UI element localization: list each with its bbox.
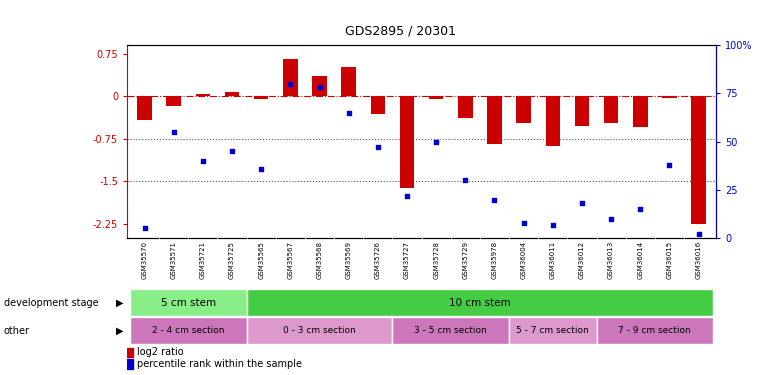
Point: [634, 206, 647, 212]
Text: GSM36012: GSM36012: [579, 241, 585, 279]
Text: GSM35721: GSM35721: [200, 241, 206, 279]
Bar: [225, 92, 239, 96]
Text: 2 - 4 cm section: 2 - 4 cm section: [152, 326, 225, 335]
Point: [430, 139, 442, 145]
Bar: [254, 96, 269, 99]
Point: [372, 144, 384, 150]
Text: GSM36004: GSM36004: [521, 241, 527, 279]
Bar: [545, 96, 560, 146]
Bar: [341, 67, 356, 96]
Text: GSM36014: GSM36014: [638, 241, 643, 279]
Bar: [517, 96, 531, 123]
Text: development stage: development stage: [4, 298, 99, 308]
Text: ▶: ▶: [116, 298, 123, 308]
Bar: [130, 290, 246, 316]
Bar: [127, 348, 133, 357]
Point: [459, 177, 471, 183]
Text: 7 - 9 cm section: 7 - 9 cm section: [618, 326, 691, 335]
Text: GSM35725: GSM35725: [229, 241, 235, 279]
Bar: [393, 317, 509, 344]
Point: [488, 196, 500, 202]
Point: [401, 193, 413, 199]
Point: [139, 225, 151, 231]
Point: [168, 129, 180, 135]
Point: [196, 158, 209, 164]
Text: GSM35569: GSM35569: [346, 241, 352, 279]
Text: GSM36015: GSM36015: [667, 241, 672, 279]
Text: GSM35726: GSM35726: [375, 241, 381, 279]
Text: percentile rank within the sample: percentile rank within the sample: [137, 359, 302, 369]
Text: GSM35568: GSM35568: [316, 241, 323, 279]
Text: GSM35570: GSM35570: [142, 241, 148, 279]
Point: [226, 148, 238, 154]
Bar: [691, 96, 706, 224]
Text: ▶: ▶: [116, 326, 123, 336]
Bar: [137, 96, 152, 120]
Text: GDS2895 / 20301: GDS2895 / 20301: [345, 24, 456, 38]
Point: [517, 220, 530, 226]
Bar: [127, 359, 133, 369]
Point: [255, 166, 267, 172]
Bar: [487, 96, 502, 144]
Point: [576, 200, 588, 206]
Point: [547, 222, 559, 228]
Bar: [246, 317, 393, 344]
Bar: [662, 96, 677, 98]
Text: GSM36011: GSM36011: [550, 241, 556, 279]
Bar: [130, 317, 246, 344]
Bar: [604, 96, 618, 123]
Text: GSM35565: GSM35565: [258, 241, 264, 279]
Text: 0 - 3 cm section: 0 - 3 cm section: [283, 326, 356, 335]
Text: GSM35571: GSM35571: [171, 241, 176, 279]
Point: [663, 162, 675, 168]
Text: GSM36013: GSM36013: [608, 241, 614, 279]
Point: [343, 110, 355, 116]
Point: [284, 81, 296, 87]
Text: 5 - 7 cm section: 5 - 7 cm section: [517, 326, 589, 335]
Text: GSM35729: GSM35729: [462, 241, 468, 279]
Text: 5 cm stem: 5 cm stem: [161, 298, 216, 308]
Bar: [400, 96, 414, 188]
Bar: [633, 96, 648, 128]
Bar: [166, 96, 181, 106]
Bar: [458, 96, 473, 118]
Text: GSM35567: GSM35567: [287, 241, 293, 279]
Text: GSM35728: GSM35728: [434, 241, 439, 279]
Bar: [370, 96, 385, 114]
Text: GSM35727: GSM35727: [404, 241, 410, 279]
Text: GSM35978: GSM35978: [491, 241, 497, 279]
Bar: [574, 96, 589, 126]
Text: 10 cm stem: 10 cm stem: [449, 298, 511, 308]
Text: other: other: [4, 326, 30, 336]
Bar: [597, 317, 713, 344]
Bar: [312, 76, 326, 96]
Bar: [246, 290, 713, 316]
Point: [692, 231, 705, 237]
Text: 3 - 5 cm section: 3 - 5 cm section: [414, 326, 487, 335]
Bar: [509, 317, 597, 344]
Point: [313, 84, 326, 90]
Text: GSM36016: GSM36016: [695, 241, 701, 279]
Bar: [429, 96, 444, 99]
Bar: [283, 59, 298, 96]
Bar: [196, 94, 210, 96]
Point: [605, 216, 618, 222]
Text: log2 ratio: log2 ratio: [137, 347, 184, 357]
